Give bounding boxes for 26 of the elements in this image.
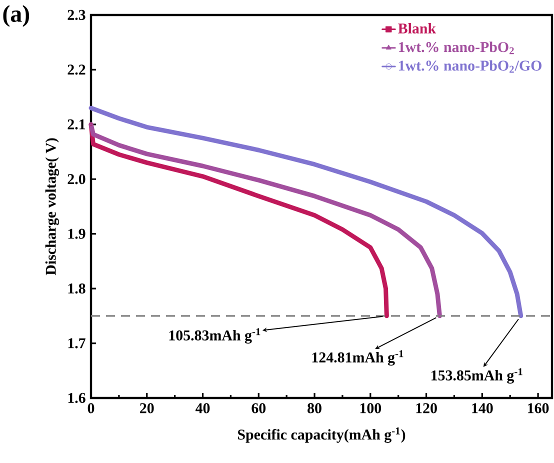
x-axis-title: Specific capacity(mAh g$^{-1}$) [238,427,406,443]
annotation: 153.85mAh g$^{-1}$ [432,368,522,384]
x-tick-label: 60 [252,403,266,414]
x-tick-label: 40 [195,403,210,414]
legend-label: Blank [398,23,436,34]
x-tick-label: 0 [88,403,94,414]
x-tick-label: 20 [140,403,154,414]
legend-label: 1wt.% nano-PbO$_{2}$/GO [399,60,542,73]
chart-title: (a) [3,5,30,27]
y-tick-label: 1.6 [68,392,86,404]
x-tick-label: 80 [308,403,322,414]
annotation: 124.81mAh g$^{-1}$ [312,350,404,366]
y-tick-label: 1.7 [68,338,86,348]
x-tick-label: 160 [528,403,549,414]
y-tick-label: 2.3 [68,10,86,20]
y-tick-label: 1.8 [68,283,86,294]
y-tick-label: 1.9 [68,228,86,239]
legend-label: 1wt.% nano-PbO$_{2}$ [399,42,514,54]
x-tick-label: 140 [472,403,493,414]
x-tick-label: 100 [360,403,382,414]
x-tick-label: 120 [416,403,437,414]
y-tick-label: 2.1 [68,119,86,130]
y-axis-title: Discharge voltage( V) [45,138,59,276]
y-tick-label: 2.0 [68,174,86,184]
annotation: 105.83mAh g$^{-1}$ [169,328,260,344]
y-tick-label: 2.2 [68,64,86,75]
